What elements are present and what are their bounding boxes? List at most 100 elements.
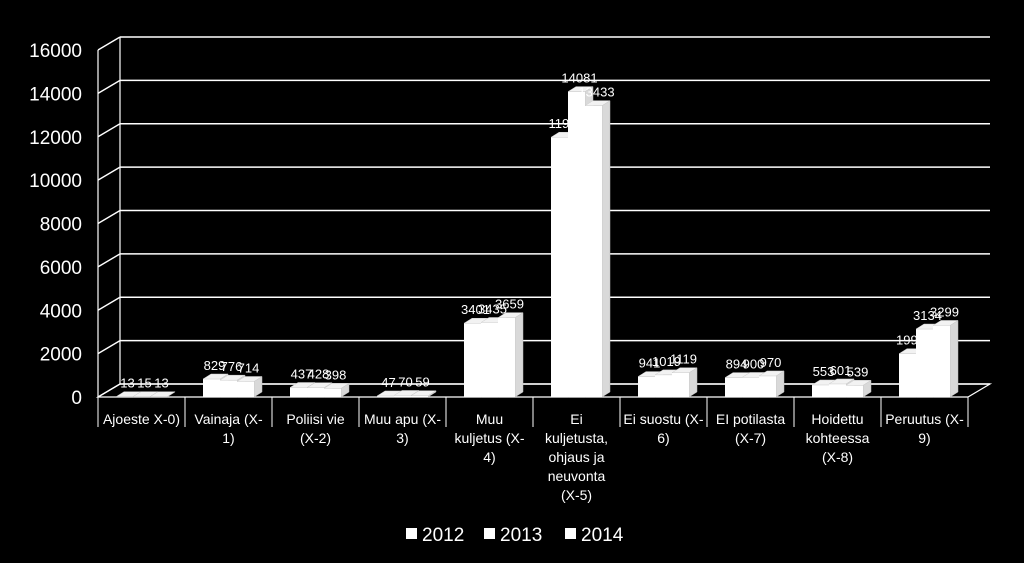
bar-side [949,320,959,398]
bar [203,379,220,397]
bar [307,387,324,397]
category-label-line: 6) [657,430,669,446]
bar-top [567,86,594,92]
data-label: 553 [813,364,835,379]
gridline-side [97,209,121,225]
y-tick-label: 6000 [40,258,82,279]
category-label-line: 9) [918,430,930,446]
legend-swatch [565,528,576,539]
bar [846,385,863,397]
data-label: 1997 [896,333,925,348]
bar-top [497,312,524,318]
data-label: 3659 [495,297,524,312]
bar [237,381,254,397]
data-label: 398 [325,367,347,382]
y-tick-label: 0 [71,388,82,409]
category-label-line: Ei [570,411,582,427]
data-label: 601 [830,363,852,378]
y-axis: 0 2000 4000 6000 8000 10000 12000 14000 16000 [29,37,121,409]
data-label: 13 [154,376,168,391]
y-tick-label: 16000 [29,41,82,62]
bar [377,395,394,397]
category-label-line: (X-5) [561,487,592,503]
category-label: Ei suostu (X- 6) [623,411,703,446]
category-label-line: Muu apu (X- [364,411,441,427]
data-label: 1019 [652,354,681,369]
bar [638,376,655,397]
bar [324,388,341,397]
data-label: 3134 [913,308,942,323]
data-label: 437 [291,367,313,382]
bar-top [828,378,855,385]
data-label: 3435 [478,302,507,317]
bar [812,385,829,397]
category-label-line: Peruutus (X- [885,411,964,427]
bar-top [323,383,350,389]
category-label-line: (X-2) [300,430,331,446]
gridlines [97,36,990,398]
category-label-line: 3) [396,430,408,446]
data-label: 970 [760,355,782,370]
category-label: EI potilasta (X-7) [716,411,785,446]
gridline-side [97,79,121,94]
data-label: 428 [308,367,330,382]
bar-top [202,373,229,380]
y-tick-label: 8000 [40,215,82,236]
gridline-side [97,123,121,138]
bar [829,383,846,397]
category-label-line: Ei suostu (X- [623,411,703,427]
y-tick-label: 2000 [40,345,82,366]
bar [394,395,411,397]
data-label: 539 [847,364,869,379]
category-label: Poliisi vie (X-2) [286,411,345,446]
y-tick-label: 12000 [29,128,82,149]
data-label: 3299 [930,304,959,319]
y-tick-label: 10000 [29,171,82,192]
category-label-line: EI potilasta [716,411,785,427]
category-label: Hoidettu kohteessa (X-8) [806,411,870,465]
data-label: 14081 [561,71,597,86]
category-label-line: neuvonta [548,468,606,484]
data-label: 70 [398,374,412,389]
bar-top [149,391,176,397]
category-label-line: kuljetus (X- [454,430,524,446]
data-label: 714 [238,361,260,376]
gridline-side [97,36,121,51]
data-label: 47 [381,375,395,390]
bar [655,374,672,397]
bar-top [932,320,959,326]
category-label-line: Vainaja (X- [194,411,263,427]
legend-swatch [484,528,495,539]
category-label-line: kohteessa [806,430,870,446]
bar [481,322,498,397]
bar-top [236,376,263,382]
legend: 2012 2013 2014 [406,525,624,546]
category-label-line: Muu [476,411,503,427]
category-label: Peruutus (X- 9) [885,411,964,446]
gridline-side [97,253,121,268]
category-label-line: Hoidettu [811,411,863,427]
bar-top [306,382,333,388]
bar-top [671,367,698,373]
x-axis: Ajoeste X-0) Vainaja (X- 1) Poliisi vie (X-2… [97,397,969,503]
gridline-side [97,166,121,181]
bar [498,317,515,397]
bars [115,86,959,398]
category-label-line: (X-7) [735,430,766,446]
category-label-line: Ajoeste X-0) [103,411,180,427]
bar [290,387,307,397]
data-label: 900 [743,356,765,371]
category-label: Ei kuljetusta, ohjaus ja neuvonta (X-5) [545,411,608,503]
bar-side [514,312,524,398]
data-label: 829 [204,358,226,373]
category-label: Vainaja (X- 1) [194,411,263,446]
category-label: Muu apu (X- 3) [364,411,441,446]
bar [725,377,742,397]
data-label: 1197 [549,116,577,131]
bar [411,395,428,397]
data-label: 3401 [461,302,490,317]
category-label-line: 4) [483,449,495,465]
bar [672,372,689,397]
bar [899,353,916,397]
